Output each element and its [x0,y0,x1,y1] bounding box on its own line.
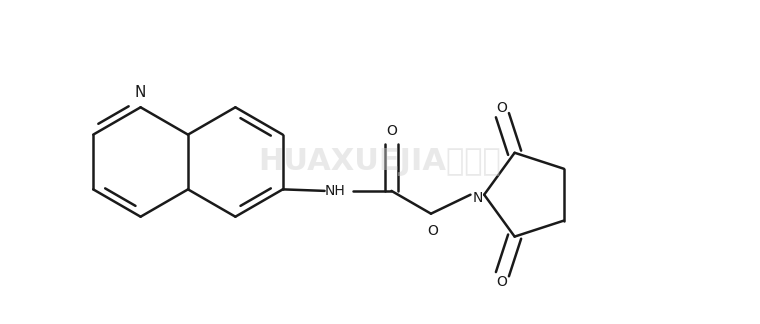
Text: O: O [496,101,507,115]
Text: N: N [135,85,146,100]
Text: O: O [496,275,507,289]
Text: O: O [427,224,438,237]
Text: NH: NH [325,184,345,198]
Text: HUAXUEJIA化学加: HUAXUEJIA化学加 [258,147,502,177]
Text: N: N [473,191,483,205]
Text: O: O [386,124,397,138]
